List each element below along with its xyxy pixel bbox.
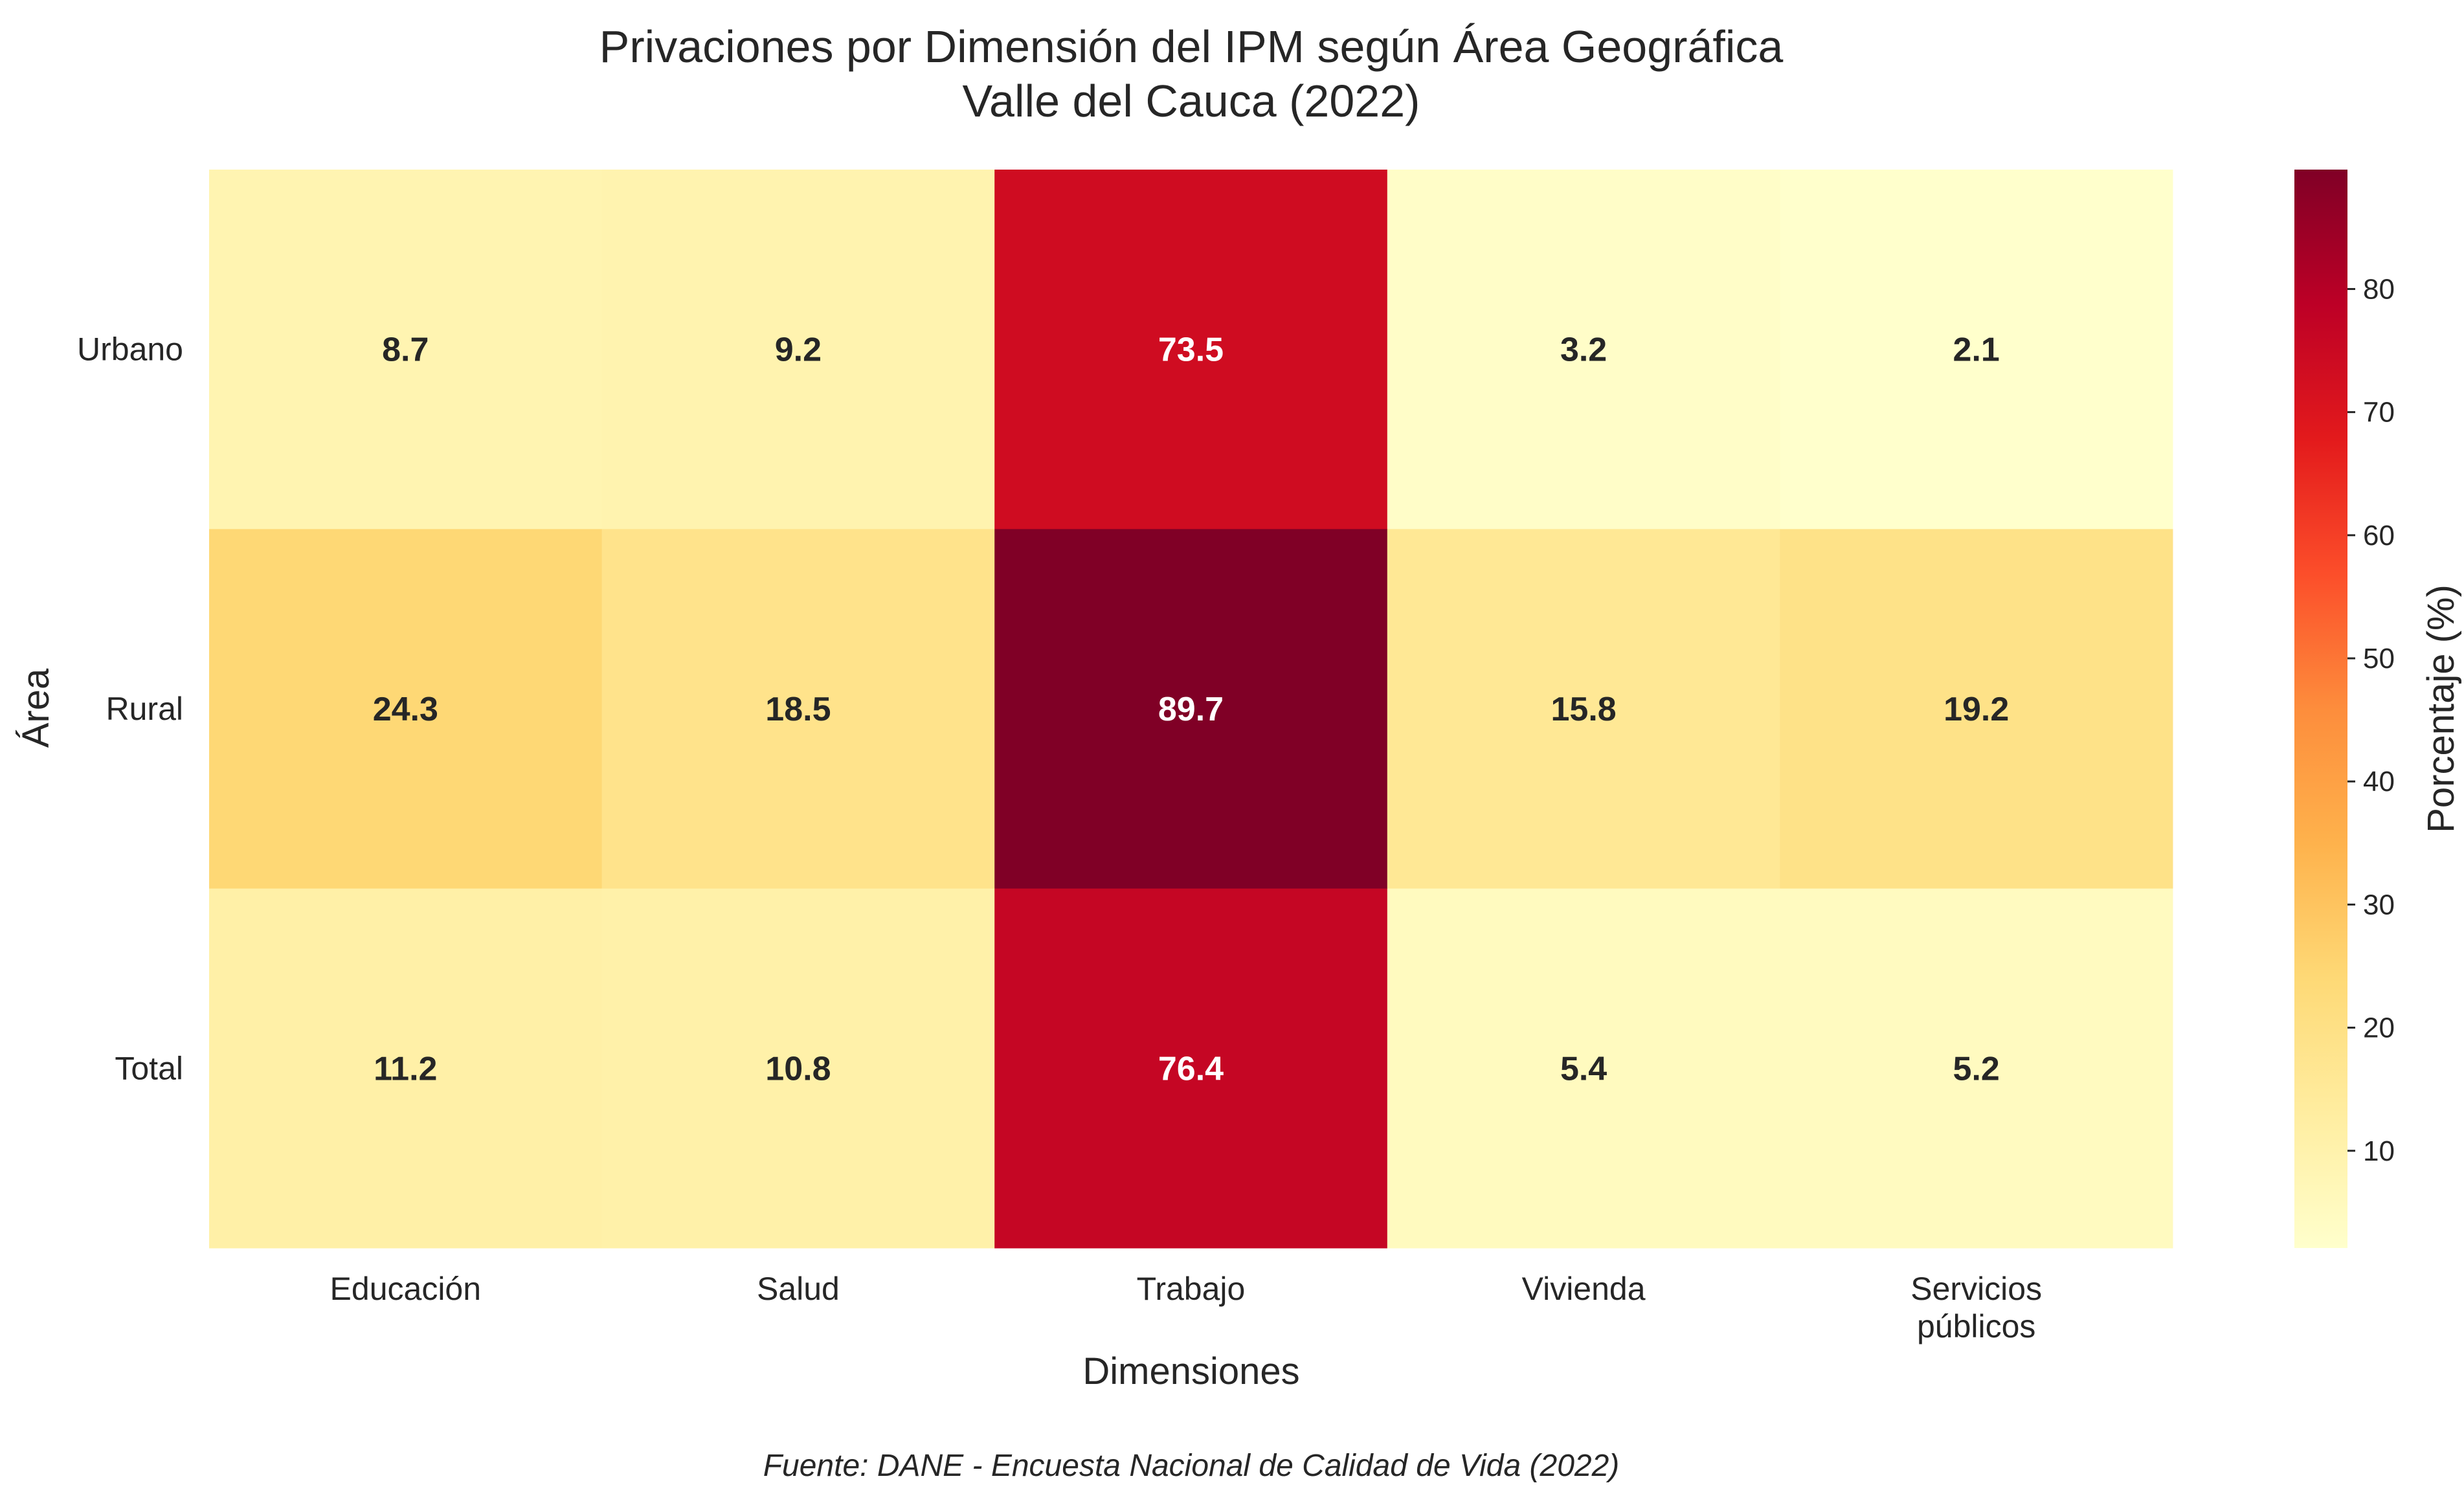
cell-value-label: 73.5 — [1158, 331, 1224, 369]
heatmap-cell — [1780, 888, 2173, 1249]
x-tick-label: Trabajo — [1137, 1271, 1246, 1307]
cell-value-label: 19.2 — [1943, 691, 2009, 728]
heatmap-cell — [1780, 170, 2173, 530]
x-tick-label: Servicios — [1910, 1271, 2042, 1307]
x-tick-label: Educación — [330, 1271, 482, 1307]
x-tick-labels: Educación Salud Trabajo Vivienda Serviciospú… — [330, 1271, 2043, 1344]
colorbar-ticks: 10 20 30 40 50 60 70 80 — [2347, 273, 2395, 1167]
cell-value-label: 3.2 — [1560, 331, 1607, 369]
x-tick-label: Salud — [757, 1271, 840, 1307]
cell-value-label: 5.2 — [1953, 1050, 2000, 1087]
chart-title: Privaciones por Dimensión del IPM según … — [599, 21, 1784, 72]
y-tick-label: Rural — [106, 691, 183, 727]
heatmap-cell — [209, 529, 603, 889]
colorbar-tick-label: 80 — [2363, 273, 2395, 305]
colorbar-tick-label: 30 — [2363, 889, 2395, 920]
y-tick-label: Urbano — [77, 331, 183, 368]
heatmap-cell — [1387, 529, 1780, 889]
heatmap-cell — [1780, 529, 2173, 889]
x-tick-label: Vivienda — [1522, 1271, 1646, 1307]
y-tick-labels: Urbano Rural Total — [77, 331, 183, 1087]
heatmap-cell — [1387, 170, 1780, 530]
y-tick-label: Total — [115, 1050, 183, 1086]
cell-value-label: 15.8 — [1551, 691, 1616, 728]
cell-value-label: 18.5 — [765, 691, 831, 728]
heatmap-cell — [994, 170, 1388, 530]
colorbar-tick-label: 40 — [2363, 766, 2395, 797]
cell-value-label: 89.7 — [1158, 691, 1224, 728]
heatmap-cell — [209, 170, 603, 530]
cell-value-label: 2.1 — [1953, 331, 2000, 369]
heatmap-cell — [1387, 888, 1780, 1249]
heatmap-cell — [994, 529, 1388, 889]
colorbar: 10 20 30 40 50 60 70 80 Porcentaje (%) — [2294, 170, 2462, 1248]
x-axis-label: Dimensiones — [1082, 1350, 1299, 1392]
colorbar-tick-label: 50 — [2363, 643, 2395, 675]
y-axis-label: Área — [15, 668, 57, 748]
cell-value-label: 5.4 — [1560, 1050, 1607, 1087]
heatmap-cell — [601, 170, 995, 530]
cell-value-label: 11.2 — [374, 1050, 437, 1087]
cell-value-label: 76.4 — [1158, 1050, 1224, 1087]
colorbar-tick-label: 60 — [2363, 520, 2395, 552]
colorbar-tick-label: 20 — [2363, 1012, 2395, 1044]
heatmap-cell — [209, 888, 603, 1249]
colorbar-label: Porcentaje (%) — [2420, 585, 2462, 833]
heatmap-cell — [601, 529, 995, 889]
x-tick-label: públicos — [1917, 1308, 2035, 1344]
colorbar-tick-label: 70 — [2363, 397, 2395, 429]
cell-value-label: 10.8 — [765, 1050, 831, 1087]
colorbar-gradient — [2294, 170, 2347, 1248]
cell-value-label: 9.2 — [775, 331, 822, 369]
chart-subtitle: Valle del Cauca (2022) — [963, 76, 1420, 126]
colorbar-tick-label: 10 — [2363, 1135, 2395, 1167]
heatmap-cell — [994, 888, 1388, 1249]
source-note: Fuente: DANE - Encuesta Nacional de Cali… — [763, 1449, 1620, 1483]
heatmap-cells: 8.7 9.2 73.5 3.2 2.1 24.3 18.5 89.7 15.8 19.2 11.2… — [209, 170, 2173, 1249]
cell-value-label: 24.3 — [373, 691, 438, 728]
cell-value-label: 8.7 — [382, 331, 429, 369]
heatmap-cell — [601, 888, 995, 1249]
